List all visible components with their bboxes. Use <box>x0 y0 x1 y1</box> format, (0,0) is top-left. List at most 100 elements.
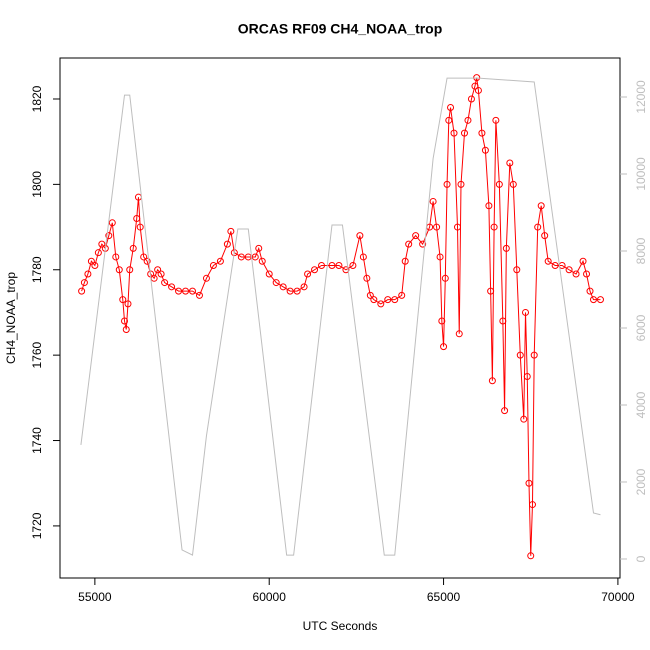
data-point <box>516 351 524 359</box>
data-point <box>398 291 406 299</box>
data-point <box>478 129 486 137</box>
data-point <box>98 240 106 248</box>
data-point <box>112 253 120 261</box>
data-point <box>91 261 99 269</box>
data-point <box>454 223 462 231</box>
data-point <box>237 253 245 261</box>
data-point <box>121 317 129 325</box>
data-point <box>572 270 580 278</box>
data-point <box>140 253 148 261</box>
data-point <box>502 244 510 252</box>
data-point <box>377 300 385 308</box>
chart-title: ORCAS RF09 CH4_NOAA_trop <box>238 21 443 37</box>
data-point <box>189 287 197 295</box>
data-point <box>450 129 458 137</box>
y2-tick-label: 6000 <box>634 314 648 341</box>
data-point <box>136 223 144 231</box>
data-point <box>419 240 427 248</box>
data-point <box>506 159 514 167</box>
data-point <box>265 270 273 278</box>
data-point <box>457 180 465 188</box>
data-point <box>122 326 130 334</box>
data-point <box>279 283 287 291</box>
data-point <box>551 261 559 269</box>
x-tick-label: 60000 <box>253 590 287 604</box>
data-point <box>455 330 463 338</box>
data-point <box>490 223 498 231</box>
data-point <box>115 266 123 274</box>
data-point <box>286 287 294 295</box>
data-point <box>495 180 503 188</box>
data-point <box>481 146 489 154</box>
data-point <box>87 257 95 265</box>
y2-tick-label: 10000 <box>634 157 648 191</box>
data-point <box>436 253 444 261</box>
y-tick-label: 1760 <box>30 341 44 368</box>
data-point <box>501 407 509 415</box>
data-point <box>195 291 203 299</box>
data-point <box>304 270 312 278</box>
y-tick-label: 1800 <box>30 171 44 198</box>
data-point <box>359 253 367 261</box>
data-point <box>530 351 538 359</box>
data-point <box>342 266 350 274</box>
data-point <box>513 266 521 274</box>
data-point <box>528 501 536 509</box>
data-point <box>464 116 472 124</box>
data-point <box>84 270 92 278</box>
y-tick-label: 1820 <box>30 85 44 112</box>
data-point <box>445 116 453 124</box>
data-point <box>157 270 165 278</box>
data-point <box>300 283 308 291</box>
data-point <box>487 287 495 295</box>
data-point <box>485 202 493 210</box>
x-tick-label: 65000 <box>427 590 461 604</box>
y2-tick-label: 12000 <box>634 80 648 114</box>
data-point <box>293 287 301 295</box>
data-point <box>401 257 409 265</box>
data-point <box>405 240 413 248</box>
data-point <box>525 479 533 487</box>
data-point <box>328 261 336 269</box>
data-point <box>370 296 378 304</box>
data-point <box>440 343 448 351</box>
data-point <box>583 270 591 278</box>
y2-tick-label: 2000 <box>634 468 648 495</box>
data-point <box>447 104 455 112</box>
data-point <box>565 266 573 274</box>
y2-tick-label: 8000 <box>634 237 648 264</box>
data-point <box>105 232 113 240</box>
series-line <box>80 77 601 556</box>
data-point <box>202 274 210 282</box>
data-point <box>441 274 449 282</box>
data-point <box>126 266 134 274</box>
data-point <box>272 279 280 287</box>
data-point <box>129 244 137 252</box>
data-point <box>541 232 549 240</box>
series-line <box>81 77 601 556</box>
data-point <box>586 287 594 295</box>
x-axis-label: UTC Seconds <box>303 619 378 633</box>
data-point <box>216 257 224 265</box>
x-tick-label: 70000 <box>601 590 635 604</box>
data-point <box>509 180 517 188</box>
data-point <box>429 197 437 205</box>
data-point <box>523 372 531 380</box>
data-point <box>108 219 116 227</box>
data-point <box>534 223 542 231</box>
y2-tick-label: 0 <box>634 555 648 562</box>
data-point <box>471 82 479 90</box>
data-point <box>255 244 263 252</box>
data-point <box>467 95 475 103</box>
data-point <box>133 215 141 223</box>
data-point <box>433 223 441 231</box>
data-point <box>527 552 535 560</box>
data-point <box>349 261 357 269</box>
data-point <box>318 261 326 269</box>
data-point <box>154 266 162 274</box>
data-point <box>119 296 127 304</box>
data-point <box>366 291 374 299</box>
data-point <box>168 283 176 291</box>
data-point <box>223 240 231 248</box>
